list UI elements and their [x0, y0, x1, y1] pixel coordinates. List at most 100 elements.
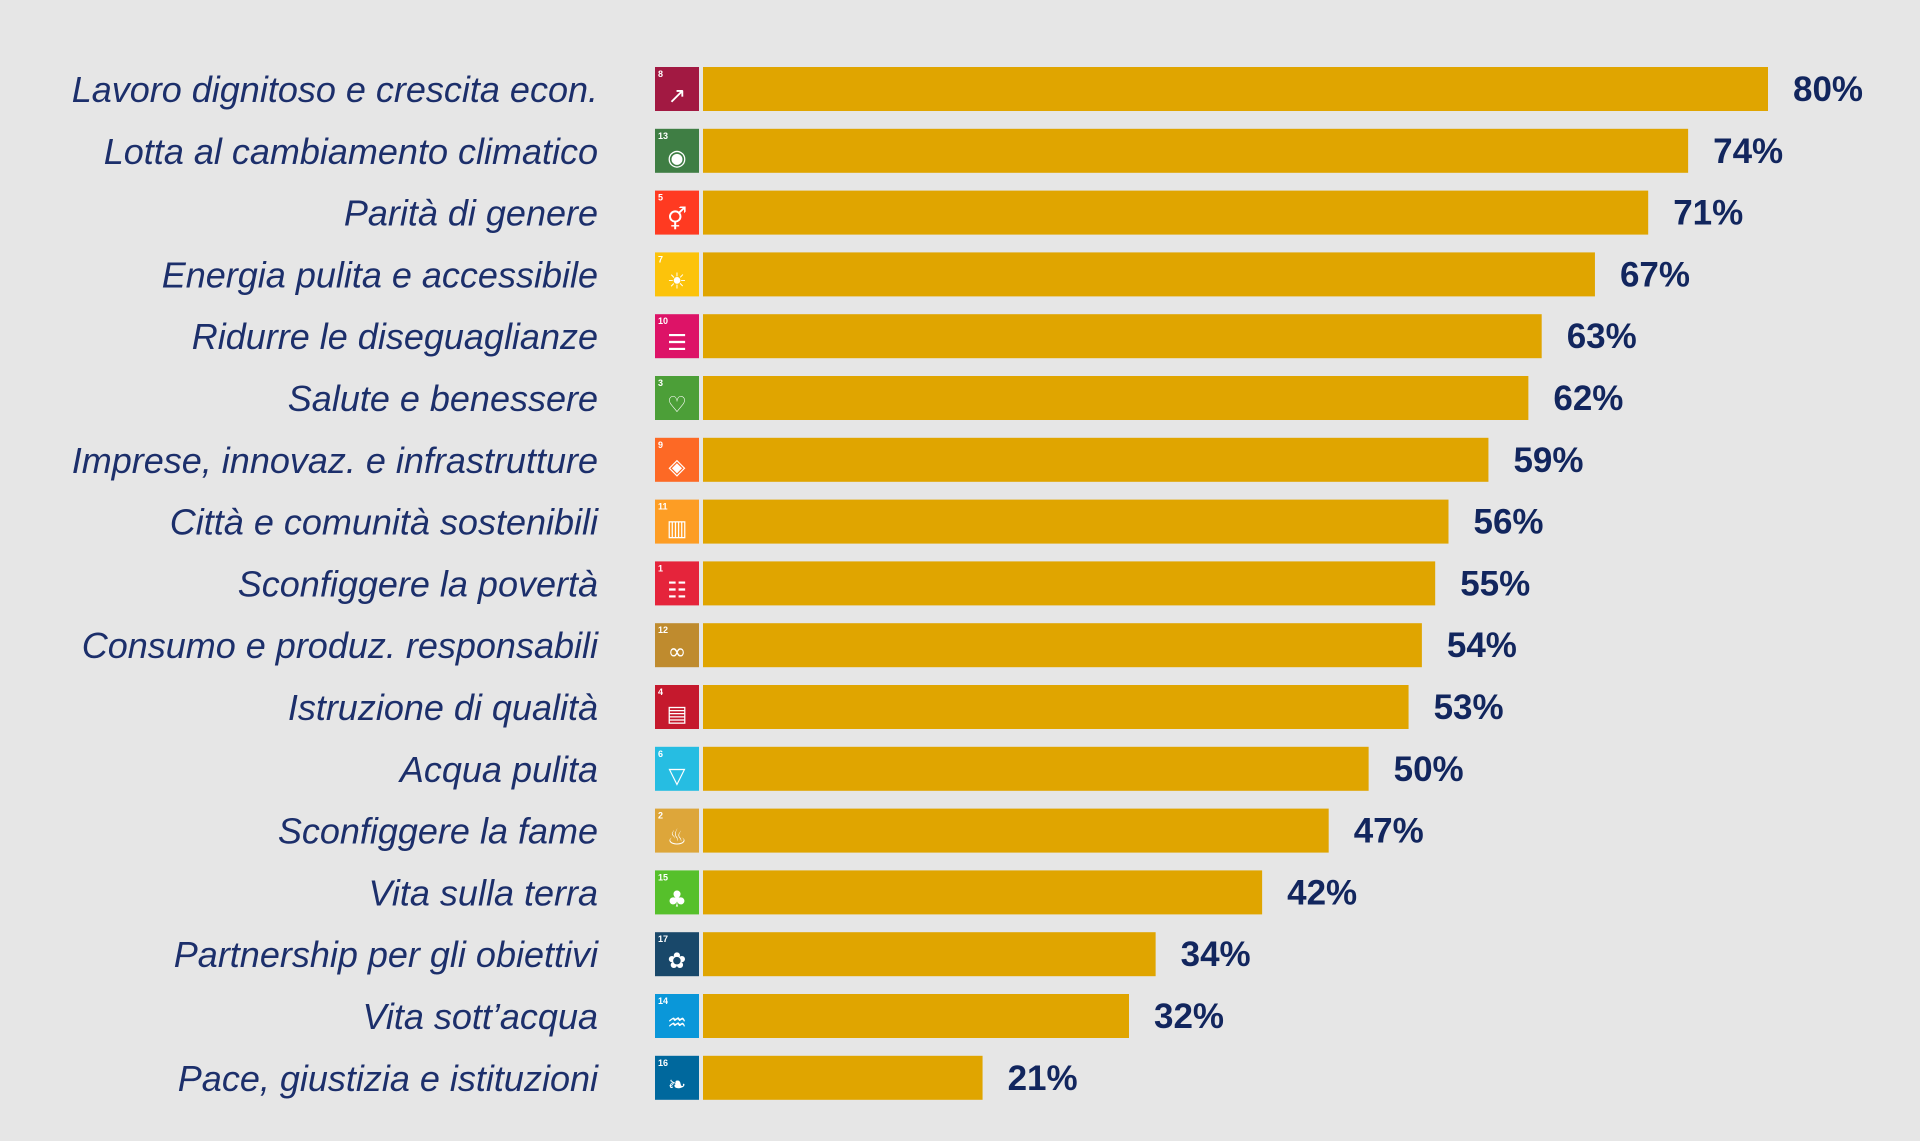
icon-tile: [655, 67, 699, 111]
sdg-3-heartbeat-icon: 3♡: [655, 376, 699, 420]
icon-goal-number: 1: [658, 563, 663, 573]
value-label: 80%: [1793, 70, 1863, 109]
bar-row: Istruzione di qualità 4▤ 53%: [288, 685, 1504, 729]
icon-glyph: ✿: [668, 949, 686, 974]
bar: [703, 746, 1369, 791]
bar: [703, 994, 1129, 1038]
icon-goal-number: 4: [658, 687, 663, 697]
bar-row: Sconfiggere la povertà 1☷ 55%: [238, 561, 1530, 606]
bar-row: Pace, giustizia e istituzioni 16❧ 21%: [178, 1055, 1078, 1100]
bar: [703, 623, 1422, 668]
icon-glyph: ▥: [667, 517, 688, 542]
value-label: 53%: [1434, 688, 1504, 727]
icon-goal-number: 16: [658, 1058, 668, 1068]
bar-row: Salute e benessere 3♡ 62%: [288, 376, 1623, 420]
category-label: Pace, giustizia e istituzioni: [178, 1058, 599, 1099]
bar-row: Ridurre le diseguaglianze 10 ☰ 63%: [192, 314, 1637, 359]
icon-tile: [655, 190, 699, 235]
sdg-1-people-icon: 1☷: [655, 561, 699, 606]
bar-row: Consumo e produz. responsabili 12∞ 54%: [82, 623, 1517, 668]
value-label: 54%: [1447, 626, 1517, 665]
sdg-13-climate-eye-icon: 13 ◉: [655, 128, 699, 173]
value-label: 71%: [1673, 194, 1743, 233]
sdg-15-tree-icon: 15 ♣: [655, 870, 699, 915]
icon-goal-number: 2: [658, 811, 663, 821]
bar-row: Energia pulita e accessibile 7☀ 67%: [162, 252, 1690, 297]
sdg-9-cubes-icon: 9◈: [655, 437, 699, 482]
icon-tile: [655, 561, 699, 606]
category-label: Sconfiggere la fame: [278, 811, 598, 852]
bar: [703, 870, 1263, 915]
category-label: Consumo e produz. responsabili: [82, 625, 599, 666]
category-label: Istruzione di qualità: [288, 687, 598, 728]
category-label: Ridurre le diseguaglianze: [192, 316, 598, 357]
bar: [703, 499, 1449, 544]
value-label: 34%: [1181, 935, 1251, 974]
bar: [703, 376, 1529, 420]
icon-tile: [655, 870, 699, 915]
sdg-8-growth-icon: 8↗: [655, 67, 699, 111]
value-label: 74%: [1713, 132, 1783, 171]
category-label: Città e comunità sostenibili: [170, 502, 599, 543]
bar-row: Partnership per gli obiettivi 17✿ 34%: [174, 932, 1251, 977]
icon-tile: [655, 499, 699, 544]
icon-glyph: ☷: [667, 578, 687, 603]
bar: [703, 685, 1409, 729]
icon-glyph: ☰: [667, 331, 687, 356]
category-label: Partnership per gli obiettivi: [174, 934, 599, 975]
bar-row: Città e comunità sostenibili 11 ▥ 56%: [170, 499, 1544, 544]
icon-glyph: ☀: [667, 269, 687, 294]
bar-row: Vita sott’acqua 14 ♒ 32%: [363, 994, 1224, 1038]
icon-goal-number: 10: [658, 316, 668, 326]
bar: [703, 190, 1649, 235]
sdg-5-gender-icon: 5⚥: [655, 190, 699, 235]
value-label: 59%: [1513, 441, 1583, 480]
icon-tile: [655, 623, 699, 668]
bar: [703, 252, 1595, 297]
bar: [703, 437, 1489, 482]
bar: [703, 1055, 983, 1100]
value-label: 67%: [1620, 255, 1690, 294]
icon-tile: [655, 376, 699, 420]
bar-row: Acqua pulita 6▽ 50%: [398, 746, 1464, 791]
sdg-12-infinity-icon: 12∞: [655, 623, 699, 668]
sdg-10-inequality-icon: 10 ☰: [655, 314, 699, 359]
icon-glyph: ↗: [668, 84, 686, 109]
icon-tile: [655, 994, 699, 1038]
icon-glyph: ⚥: [667, 206, 687, 233]
sdg-11-city-icon: 11 ▥: [655, 499, 699, 544]
bar-row: Lotta al cambiamento climatico 13 ◉ 74%: [104, 128, 1783, 173]
sdg-6-water-icon: 6▽: [655, 746, 699, 791]
bar: [703, 314, 1542, 359]
category-label: Acqua pulita: [398, 749, 598, 790]
sdg-7-sun-icon: 7☀: [655, 252, 699, 297]
icon-goal-number: 9: [658, 440, 663, 450]
icon-goal-number: 8: [658, 69, 663, 79]
icon-goal-number: 3: [658, 378, 663, 388]
icon-goal-number: 13: [658, 131, 668, 141]
value-label: 21%: [1008, 1059, 1078, 1098]
icon-goal-number: 5: [658, 193, 663, 203]
value-label: 55%: [1460, 564, 1530, 603]
bar: [703, 808, 1329, 853]
icon-glyph: ♨: [667, 826, 687, 851]
icon-tile: [655, 314, 699, 359]
icon-glyph: ♡: [667, 393, 687, 418]
icon-goal-number: 14: [658, 996, 668, 1006]
bar-row: Sconfiggere la fame 2♨ 47%: [278, 808, 1424, 853]
icon-goal-number: 6: [658, 749, 663, 759]
value-label: 50%: [1394, 750, 1464, 789]
sdg-17-flower-icon: 17✿: [655, 932, 699, 977]
icon-glyph: ◈: [669, 455, 686, 480]
category-label: Vita sulla terra: [369, 872, 598, 913]
icon-tile: [655, 932, 699, 977]
icon-tile: [655, 685, 699, 729]
chart-rows: Lavoro dignitoso e crescita econ. 8↗ 80%Lo…: [72, 67, 1863, 1100]
icon-goal-number: 11: [658, 502, 668, 512]
icon-glyph: ◉: [667, 146, 686, 171]
icon-tile: [655, 808, 699, 853]
icon-goal-number: 12: [658, 625, 668, 635]
value-label: 63%: [1567, 317, 1637, 356]
icon-glyph: ♣: [667, 887, 687, 912]
sdg-4-book-icon: 4▤: [655, 685, 699, 729]
